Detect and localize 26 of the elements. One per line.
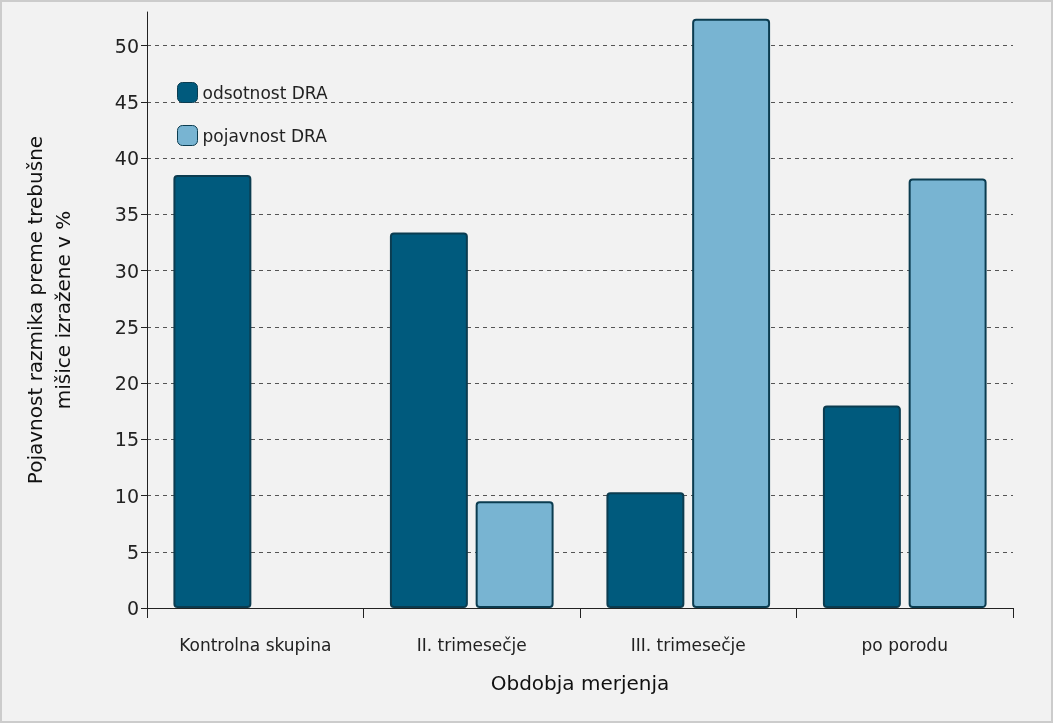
- x-tick-label: III. trimesečje: [630, 634, 746, 655]
- x-axis-title: Obdobja merjenja: [490, 671, 670, 695]
- y-tick-label: 0: [126, 597, 139, 619]
- bar: [908, 178, 987, 608]
- y-tick-label: 40: [114, 147, 139, 170]
- y-tick-label: 10: [114, 484, 139, 507]
- y-tick-label: 50: [114, 34, 139, 57]
- y-tick-label: 30: [114, 259, 139, 282]
- bar: [475, 501, 554, 608]
- y-tick-label: 45: [114, 90, 139, 113]
- bar: [606, 492, 685, 608]
- x-tick-label: po porodu: [861, 634, 948, 655]
- bar: [692, 18, 771, 608]
- bar: [389, 232, 468, 608]
- y-axis-title: Pojavnost razmika preme trebušne mišice izražene v %: [23, 135, 75, 485]
- y-tick-label: 20: [114, 372, 139, 395]
- x-tick-label: II. trimesečje: [416, 634, 527, 655]
- y-tick-label: 35: [114, 203, 139, 226]
- y-tick-label: 5: [126, 540, 139, 563]
- bar: [822, 405, 901, 608]
- legend-label: odsotnost DRA: [202, 82, 328, 103]
- y-tick-label: 25: [114, 315, 139, 338]
- bar: [173, 175, 252, 608]
- y-tick-label: 15: [114, 428, 139, 451]
- legend-label: pojavnost DRA: [202, 125, 328, 146]
- x-tick-label: Kontrolna skupina: [179, 634, 332, 655]
